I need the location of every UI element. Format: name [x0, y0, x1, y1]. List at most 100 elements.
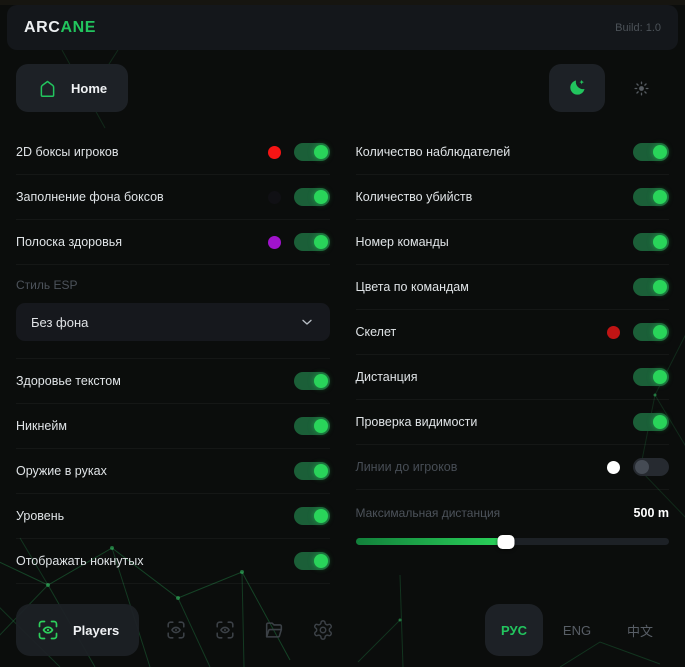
brand-prefix: ARC	[24, 18, 61, 36]
toggle-switch[interactable]	[293, 507, 330, 525]
toggle-knob	[635, 460, 649, 474]
setting-label: Количество наблюдателей	[355, 145, 511, 159]
setting-label: Оружие в руках	[16, 464, 107, 478]
settings-panel: 2D боксы игроков Заполнение фона боксов …	[16, 130, 669, 584]
toggle-switch[interactable]	[293, 233, 330, 251]
row-player-lines: Линии до игроков	[355, 445, 669, 490]
setting-label: Здоровье текстом	[16, 374, 121, 388]
setting-label: Линии до игроков	[355, 460, 458, 474]
toggle-knob	[653, 280, 667, 294]
setting-label: Цвета по командам	[355, 280, 469, 294]
players-tab-button[interactable]: Players	[16, 604, 140, 656]
toggle-switch[interactable]	[293, 372, 330, 390]
toggle-knob	[313, 374, 328, 388]
eye-scan-button-1[interactable]	[165, 619, 187, 641]
eye-scan-button-2[interactable]	[214, 619, 236, 641]
toggle-switch[interactable]	[293, 462, 330, 480]
row-team-number: Номер команды	[355, 220, 669, 265]
setting-label: Номер команды	[355, 235, 449, 249]
setting-label: Уровень	[16, 509, 65, 523]
toggle-switch[interactable]	[293, 417, 330, 435]
window-top-edge	[0, 0, 685, 5]
toggle-knob	[313, 419, 328, 433]
slider-fill	[355, 538, 506, 545]
toggle-switch[interactable]	[293, 552, 330, 570]
row-team-colors: Цвета по командам	[355, 265, 669, 310]
brand-logo: ARCANE	[24, 19, 96, 37]
esp-style-label: Стиль ESP	[16, 278, 78, 292]
row-skeleton: Скелет	[355, 310, 669, 355]
home-icon	[37, 78, 58, 99]
setting-label: Полоска здоровья	[16, 235, 122, 249]
toggle-switch[interactable]	[633, 323, 669, 341]
slider-knob[interactable]	[497, 534, 515, 549]
color-swatch[interactable]	[267, 235, 281, 249]
home-tab-button[interactable]: Home	[16, 64, 129, 112]
toggle-switch[interactable]	[633, 143, 669, 161]
toggle-knob	[653, 235, 667, 249]
light-mode-button[interactable]	[613, 64, 669, 112]
sun-icon	[633, 80, 650, 97]
theme-toggle-group	[549, 64, 669, 112]
home-tab-label: Home	[71, 80, 108, 96]
max-distance-section: Максимальная дистанция 500 m	[355, 490, 669, 549]
esp-style-section: Стиль ESP Без фона	[16, 265, 330, 359]
esp-style-select[interactable]: Без фона	[16, 303, 330, 341]
dark-mode-button[interactable]	[549, 64, 605, 112]
brand-suffix: ANE	[60, 18, 97, 36]
setting-label: Проверка видимости	[355, 415, 478, 429]
footer-tool-icons	[165, 619, 334, 641]
toggle-switch[interactable]	[633, 278, 669, 296]
toggle-switch[interactable]	[633, 188, 669, 206]
row-weapon-in-hands: Оружие в руках	[16, 449, 330, 494]
toggle-switch[interactable]	[293, 188, 330, 206]
setting-label: Заполнение фона боксов	[16, 190, 164, 204]
setting-label: 2D боксы игроков	[16, 145, 119, 159]
toggle-switch[interactable]	[633, 368, 669, 386]
toggle-knob	[653, 325, 667, 339]
lang-zh-button[interactable]: 中文	[626, 623, 653, 639]
build-label: Build: 1.0	[615, 21, 661, 34]
row-player-boxes: 2D боксы игроков	[16, 130, 330, 175]
toggle-switch[interactable]	[633, 458, 669, 476]
row-distance: Дистанция	[355, 355, 669, 400]
lang-rus-button[interactable]: РУС	[485, 604, 543, 656]
eye-scan-icon	[214, 619, 236, 641]
color-swatch[interactable]	[267, 190, 281, 204]
players-tab-label: Players	[73, 622, 120, 638]
row-health-bar: Полоска здоровья	[16, 220, 330, 265]
toggle-knob	[313, 554, 328, 568]
folder-button[interactable]	[263, 619, 285, 641]
settings-button[interactable]	[312, 619, 334, 641]
gear-icon	[312, 619, 334, 641]
nav-bar: Home	[16, 64, 669, 112]
color-swatch[interactable]	[267, 145, 281, 159]
toggle-knob	[653, 190, 667, 204]
toggle-switch[interactable]	[293, 143, 330, 161]
color-swatch[interactable]	[607, 325, 620, 339]
toggle-knob	[313, 145, 328, 159]
toggle-switch[interactable]	[633, 413, 669, 431]
moon-icon	[567, 78, 587, 98]
row-level: Уровень	[16, 494, 330, 539]
row-box-fill: Заполнение фона боксов	[16, 175, 330, 220]
color-swatch[interactable]	[607, 460, 620, 474]
language-switcher: РУС ENG 中文	[485, 604, 669, 656]
row-show-knocked: Отображать нокнутых	[16, 539, 330, 584]
toggle-knob	[313, 509, 328, 523]
toggle-switch[interactable]	[633, 233, 669, 251]
max-distance-slider[interactable]	[355, 534, 669, 549]
row-health-text: Здоровье текстом	[16, 359, 330, 404]
row-visibility-check: Проверка видимости	[355, 400, 669, 445]
settings-right-column: Количество наблюдателей Количество убийс…	[355, 130, 669, 584]
setting-label: Количество убийств	[355, 190, 473, 204]
max-distance-value: 500 m	[633, 506, 669, 520]
max-distance-label: Максимальная дистанция	[355, 506, 501, 520]
folder-icon	[263, 619, 285, 641]
toggle-knob	[313, 190, 328, 204]
row-spectator-count: Количество наблюдателей	[355, 130, 669, 175]
row-nickname: Никнейм	[16, 404, 330, 449]
settings-left-column: 2D боксы игроков Заполнение фона боксов …	[16, 130, 330, 584]
toggle-knob	[313, 235, 328, 249]
lang-eng-button[interactable]: ENG	[562, 622, 592, 638]
